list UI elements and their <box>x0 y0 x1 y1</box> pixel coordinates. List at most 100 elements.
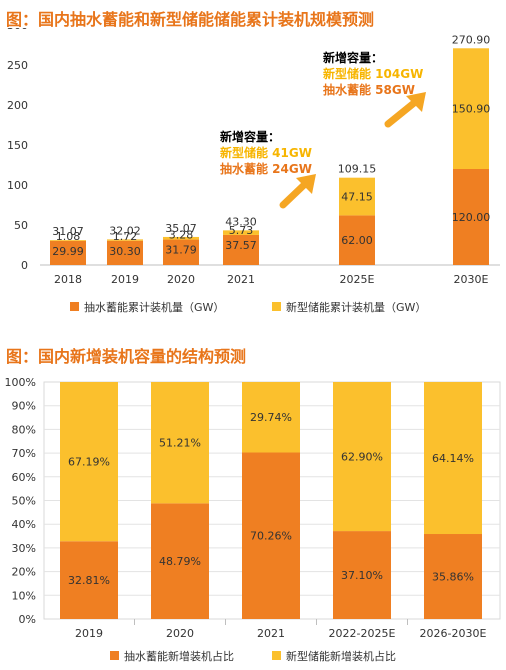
total-label: 35.07 <box>165 222 197 235</box>
annotation-new-storage: 新型储能 41GW <box>220 145 312 160</box>
pumped-value-label: 120.00 <box>452 211 491 224</box>
bar-new-storage-share <box>60 382 118 542</box>
x-tick-label: 2025E <box>340 273 375 286</box>
new-storage-value-label: 1.08 <box>56 230 81 243</box>
x-tick-label: 2022-2025E <box>329 627 396 640</box>
x-tick-label: 2018 <box>54 273 82 286</box>
pumped-value-label: 37.57 <box>225 239 257 252</box>
annotation-pumped: 抽水蓄能 58GW <box>323 82 415 97</box>
bar-pumped-storage <box>453 169 489 265</box>
y-tick-label: 50% <box>12 495 36 508</box>
bar-new-storage <box>163 236 199 240</box>
pumped-share-label: 32.81% <box>68 574 110 587</box>
bar-pumped-share <box>242 452 300 619</box>
y-tick-label: 60% <box>12 471 36 484</box>
bar-new-storage-share <box>242 382 300 453</box>
y-tick-label: 0% <box>19 613 36 626</box>
bar-new-storage-share <box>333 382 391 532</box>
y-tick-label: 100% <box>5 376 36 389</box>
bar-new-storage-share <box>424 382 482 535</box>
y-tick-label: 50 <box>14 219 28 232</box>
annotation-new-storage: 新型储能 104GW <box>323 66 423 81</box>
x-tick-label: 2026-2030E <box>420 627 487 640</box>
new-storage-share-label: 67.19% <box>68 456 110 469</box>
legend-label-new-storage: 新型储能新增装机占比 <box>286 649 396 663</box>
total-label: 270.90 <box>452 33 491 46</box>
pumped-value-label: 62.00 <box>341 234 373 247</box>
chart2-title: 图：国内新增装机容量的结构预测 <box>6 347 247 366</box>
legend-swatch-pumped <box>70 302 79 311</box>
total-label: 31.07 <box>52 225 84 238</box>
x-tick-label: 2021 <box>257 627 285 640</box>
pumped-share-label: 37.10% <box>341 569 383 582</box>
annotation-heading: 新增容量： <box>323 50 383 65</box>
y-tick-label: 70% <box>12 447 36 460</box>
y-tick-label: 250 <box>7 59 28 72</box>
x-tick-label: 2020 <box>166 627 194 640</box>
y-tick-label: 40% <box>12 518 36 531</box>
legend-label-pumped: 抽水蓄能累计装机量（GW） <box>84 300 224 314</box>
new-storage-value-label: 5.73 <box>229 224 254 237</box>
bar-new-storage <box>50 240 86 242</box>
x-tick-label: 2030E <box>454 273 489 286</box>
y-tick-label: 150 <box>7 139 28 152</box>
bar-pumped-storage <box>163 239 199 265</box>
bar-new-storage <box>223 230 259 235</box>
annotation-arrow-head <box>406 92 426 112</box>
bar-pumped-storage <box>223 234 259 265</box>
bar-new-storage <box>453 48 489 169</box>
new-storage-value-label: 1.72 <box>113 230 138 243</box>
x-tick-label: 2021 <box>227 273 255 286</box>
annotation-arrow-shaft <box>279 181 308 209</box>
x-tick-label: 2020 <box>167 273 195 286</box>
new-storage-value-label: 3.28 <box>169 229 194 242</box>
annotation-arrow-shaft <box>384 99 418 128</box>
chart1-title: 图：国内抽水蓄能和新型储能储能累计装机规模预测 <box>6 10 375 29</box>
annotation-arrow-head <box>296 174 316 194</box>
y-tick-label: 80% <box>12 423 36 436</box>
new-storage-share-label: 62.90% <box>341 451 383 464</box>
new-storage-value-label: 47.15 <box>341 191 373 204</box>
bar-pumped-storage <box>107 240 143 265</box>
annotation-pumped: 抽水蓄能 24GW <box>220 161 312 176</box>
legend-label-pumped: 抽水蓄能新增装机占比 <box>124 649 234 663</box>
legend-swatch-new-storage <box>272 651 281 660</box>
new-storage-share-label: 51.21% <box>159 437 201 450</box>
new-storage-share-label: 64.14% <box>432 452 474 465</box>
y-tick-label: 10% <box>12 589 36 602</box>
x-tick-label: 2019 <box>75 627 103 640</box>
y-tick-label: 90% <box>12 400 36 413</box>
total-label: 109.15 <box>338 163 377 176</box>
new-storage-value-label: 150.90 <box>452 103 491 116</box>
y-tick-label: 300 <box>7 28 28 32</box>
total-label: 43.30 <box>225 215 257 228</box>
chart-cumulative-capacity: 0 50 100 150 200 250 300 2018 31.07 29.99 1.08 2019… <box>7 28 500 314</box>
legend-swatch-pumped <box>110 651 119 660</box>
bar-pumped-share <box>151 503 209 619</box>
new-storage-share-label: 29.74% <box>250 411 292 424</box>
y-tick-label: 100 <box>7 179 28 192</box>
bar-pumped-share <box>60 541 118 619</box>
bar-new-storage-share <box>151 382 209 504</box>
bar-new-storage <box>339 177 375 216</box>
bar-pumped-storage <box>50 241 86 265</box>
pumped-value-label: 29.99 <box>52 245 84 258</box>
pumped-share-label: 48.79% <box>159 555 201 568</box>
annotation-heading: 新增容量： <box>220 129 280 144</box>
legend-label-new-storage: 新型储能累计装机量（GW） <box>286 300 426 314</box>
y-tick-label: 200 <box>7 99 28 112</box>
pumped-share-label: 35.86% <box>432 571 474 584</box>
bar-pumped-share <box>333 531 391 619</box>
y-tick-label: 0 <box>21 259 28 272</box>
total-label: 32.02 <box>109 224 141 237</box>
bar-new-storage <box>107 239 143 241</box>
bar-pumped-storage <box>339 215 375 265</box>
y-tick-label: 20% <box>12 566 36 579</box>
legend-swatch-new-storage <box>272 302 281 311</box>
y-tick-label: 30% <box>12 542 36 555</box>
chart-new-capacity-structure: 0% 10% 20% 30% 40% 50% 60% 70% 80% 90% 100% 32.81% 6… <box>5 376 501 663</box>
pumped-value-label: 31.79 <box>165 244 197 257</box>
x-tick-label: 2019 <box>111 273 139 286</box>
pumped-value-label: 30.30 <box>109 245 141 258</box>
bar-pumped-share <box>424 534 482 619</box>
